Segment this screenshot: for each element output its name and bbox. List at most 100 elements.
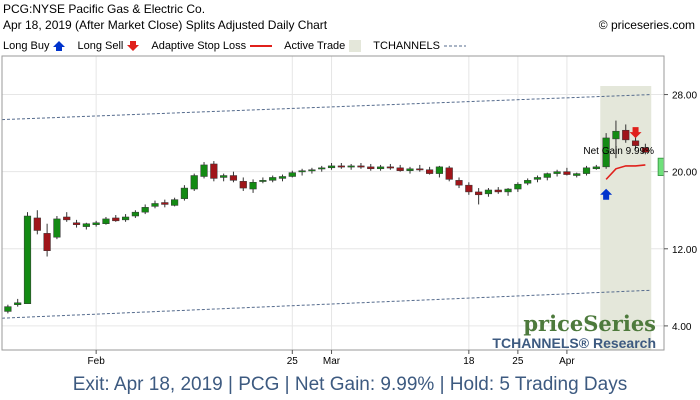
- y-tick-label: 4.00: [672, 322, 692, 333]
- candle-body: [553, 171, 561, 174]
- red-line-icon: [250, 45, 273, 47]
- candle-body: [494, 189, 502, 193]
- candle-body: [112, 217, 120, 222]
- candle-body: [435, 166, 443, 174]
- candle: [92, 220, 100, 227]
- candle-body: [524, 180, 532, 184]
- candle-body: [82, 223, 90, 227]
- legend-label: Long Sell: [77, 40, 124, 52]
- candle: [543, 172, 551, 181]
- candle: [239, 177, 247, 191]
- candle: [171, 197, 179, 207]
- candle-body: [53, 218, 61, 238]
- candle: [82, 222, 90, 230]
- buy-signal-arrow: [600, 188, 613, 200]
- candle-body: [445, 167, 453, 180]
- candle: [563, 167, 571, 176]
- candle-body: [190, 175, 198, 190]
- candle: [161, 199, 169, 208]
- candle-body: [288, 172, 296, 177]
- candle-body: [327, 165, 336, 169]
- candle-body: [357, 165, 365, 168]
- candle-body: [161, 202, 169, 205]
- candle-body: [102, 218, 110, 224]
- candle-body: [533, 177, 542, 180]
- candle-body: [318, 167, 326, 170]
- candle: [602, 133, 610, 169]
- candle-body: [582, 167, 591, 174]
- candle: [121, 214, 130, 222]
- candle: [102, 216, 110, 225]
- x-tick-label: 18: [463, 356, 475, 367]
- candle-body: [376, 166, 385, 170]
- candle: [445, 165, 453, 182]
- candle: [210, 161, 218, 182]
- candle: [514, 182, 522, 192]
- y-tick-label: 12.00: [672, 245, 697, 256]
- candle-body: [92, 222, 100, 225]
- dashed-line-icon: [443, 45, 466, 47]
- sell-signal-arrow: [629, 127, 642, 139]
- candle: [347, 163, 355, 170]
- candle: [582, 165, 591, 176]
- candle: [151, 200, 159, 209]
- y-tick-label: 20.00: [672, 168, 697, 179]
- candle: [318, 165, 326, 172]
- channel-upper-line: [1, 94, 652, 121]
- candle: [524, 178, 532, 186]
- candle: [23, 212, 32, 304]
- red-down-arrow-icon: [127, 41, 140, 51]
- candle-body: [14, 302, 22, 305]
- candle: [43, 223, 51, 257]
- candle: [396, 164, 404, 172]
- channel-lower-line: [1, 289, 652, 319]
- candle-body: [298, 170, 306, 173]
- x-tick-label: Apr: [559, 356, 575, 367]
- legend-item-stop-loss: Adaptive Stop Loss: [151, 40, 273, 52]
- chart-grid: [2, 56, 664, 350]
- candle-body: [631, 140, 640, 146]
- candle-body: [4, 306, 12, 312]
- candle: [14, 298, 22, 307]
- candle: [484, 188, 493, 197]
- candle-body: [622, 129, 630, 141]
- candle: [180, 185, 189, 201]
- trade-overlays: Net Gain 9.99%: [583, 127, 665, 200]
- chart-header: PCG:NYSE Pacific Gas & Electric Co. Apr …: [0, 0, 700, 36]
- candle-body: [573, 173, 581, 176]
- candle-body: [455, 180, 463, 186]
- x-tick-label: Feb: [88, 356, 106, 367]
- x-tick-label: Mar: [323, 356, 341, 367]
- candle-body: [396, 167, 404, 171]
- candle: [622, 124, 630, 143]
- candle-body: [220, 175, 228, 178]
- candle: [112, 215, 120, 222]
- candle-body: [249, 182, 257, 190]
- candle: [4, 304, 12, 314]
- chart-legend: Long Buy Long Sell Adaptive Stop Loss Ac…: [3, 37, 478, 55]
- candle-body: [367, 166, 375, 170]
- candle-body: [337, 165, 345, 168]
- x-tick-label: 25: [287, 356, 299, 367]
- candle-body: [514, 183, 522, 190]
- candle: [553, 169, 561, 177]
- candle: [131, 210, 139, 218]
- candle: [190, 173, 198, 191]
- candle-body: [63, 216, 71, 221]
- candle: [63, 212, 71, 222]
- candle: [494, 187, 502, 194]
- candle: [533, 175, 542, 183]
- candle: [269, 175, 277, 183]
- legend-label: Long Buy: [3, 40, 50, 52]
- candle-body: [259, 180, 267, 182]
- candle-body: [641, 147, 649, 153]
- candle-body: [180, 187, 189, 199]
- candle-body: [475, 191, 483, 196]
- legend-label: Active Trade: [284, 40, 346, 52]
- shaded-box-icon: [349, 40, 362, 52]
- candle-body: [347, 165, 355, 168]
- candle-body: [121, 216, 130, 221]
- candle-body: [612, 130, 620, 140]
- candle: [337, 162, 345, 169]
- candle-body: [308, 169, 316, 172]
